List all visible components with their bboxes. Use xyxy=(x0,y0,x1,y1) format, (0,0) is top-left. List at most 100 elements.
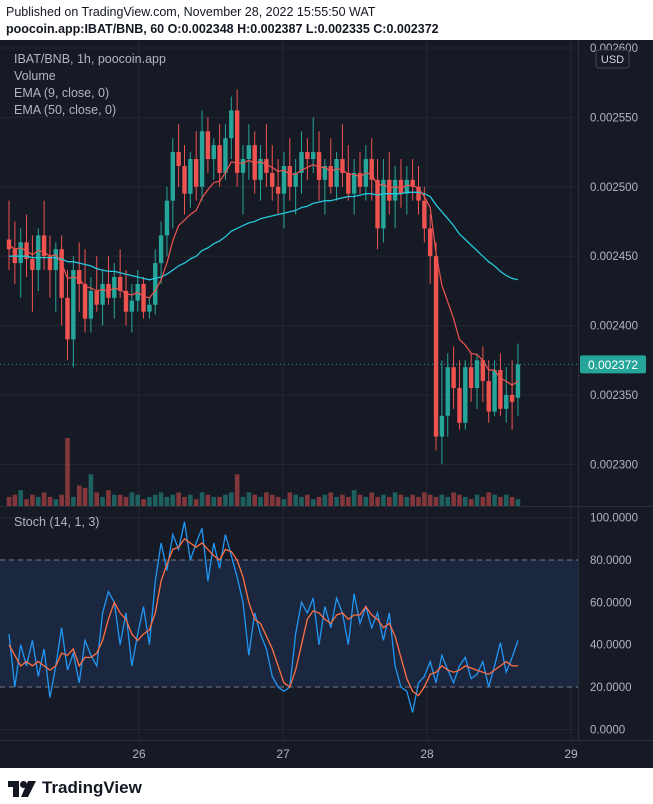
candle-body xyxy=(176,152,181,166)
volume-bar xyxy=(205,494,211,506)
volume-bar xyxy=(88,474,94,506)
volume-bar xyxy=(357,494,363,506)
candle-body xyxy=(223,138,228,173)
candle-body xyxy=(123,290,129,312)
candle-body xyxy=(59,249,64,298)
legend-volume: Volume xyxy=(14,69,56,83)
volume-bar xyxy=(76,485,82,506)
volume-bar xyxy=(152,494,158,506)
stoch-tick-label: 20.0000 xyxy=(590,682,632,694)
price-tick-label: 0.002350 xyxy=(590,390,638,402)
volume-bar xyxy=(305,494,310,506)
candle-body xyxy=(340,159,345,173)
candle-body xyxy=(486,381,491,412)
stoch-tick-label: 100.0000 xyxy=(590,513,638,525)
candle-body xyxy=(188,159,193,194)
volume-bar xyxy=(299,496,304,506)
candle-body xyxy=(158,235,164,264)
ema9-line xyxy=(8,159,519,387)
volume-bar xyxy=(340,494,345,506)
candle-body xyxy=(445,367,450,416)
candle-body xyxy=(439,415,445,437)
candle-body xyxy=(258,159,263,180)
volume-bar xyxy=(117,494,123,506)
candle-body xyxy=(53,249,58,271)
volume-bar xyxy=(281,499,287,506)
candle-body xyxy=(369,159,374,180)
volume-bar xyxy=(211,496,217,506)
volume-bar xyxy=(135,494,140,506)
volume-bar xyxy=(451,492,456,506)
candle-body xyxy=(82,283,88,319)
volume-bar xyxy=(316,496,322,506)
volume-bar xyxy=(363,496,369,506)
legend-stoch: Stoch (14, 1, 3) xyxy=(14,515,100,529)
candle-body xyxy=(18,242,23,264)
legend-ema9: EMA (9, close, 0) xyxy=(14,86,110,100)
candle-body xyxy=(240,159,246,173)
candle-body xyxy=(164,200,170,236)
candle-body xyxy=(65,297,70,340)
candle-body xyxy=(41,235,47,257)
candle-body xyxy=(433,256,439,437)
volume-bar xyxy=(486,492,491,506)
volume-bar xyxy=(182,496,187,506)
volume-bar xyxy=(386,496,392,506)
candle-body xyxy=(141,283,146,312)
candle-body xyxy=(129,300,135,312)
volume-bar xyxy=(199,492,205,506)
volume-bar xyxy=(229,492,234,506)
tradingview-logo[interactable]: TradingView xyxy=(8,777,142,799)
volume-bar xyxy=(252,494,257,506)
volume-bar xyxy=(158,492,164,506)
candle-body xyxy=(504,394,509,409)
candle-body xyxy=(275,186,281,194)
candle-body xyxy=(147,304,152,312)
symbol-ohlc-line: poocoin.app:IBAT/BNB, 60 O:0.002348 H:0.… xyxy=(6,22,439,36)
volume-bar xyxy=(498,496,503,506)
candle-body xyxy=(451,367,456,389)
volume-bar xyxy=(269,494,275,506)
volume-bar xyxy=(53,499,59,506)
candle-body xyxy=(6,239,12,250)
volume-bar xyxy=(492,494,497,506)
stoch-k-line xyxy=(8,521,519,713)
volume-bar xyxy=(176,492,181,506)
price-tick-label: 0.002550 xyxy=(590,112,638,124)
candle-body xyxy=(281,165,287,194)
chart-svg[interactable]: 0.002300 0.002350 0.002400 0.002450 0.002500… xyxy=(0,40,653,768)
volume-bar xyxy=(369,492,374,506)
candle-body xyxy=(322,165,328,180)
volume-bar xyxy=(322,494,328,506)
volume-bar xyxy=(35,496,41,506)
currency-button-label: USD xyxy=(601,54,624,66)
candle-body xyxy=(334,159,339,187)
stoch-tick-label: 0.0000 xyxy=(590,724,625,736)
candle-body xyxy=(351,172,357,194)
volume-bar xyxy=(188,494,193,506)
tradingview-logo-icon xyxy=(8,781,36,797)
volume-bar xyxy=(457,494,462,506)
candle-body xyxy=(234,110,240,173)
last-price-badge xyxy=(580,355,646,374)
volume-bar xyxy=(223,494,228,506)
volume-bar xyxy=(147,496,152,506)
candle-body xyxy=(398,179,404,194)
price-tick-label: 0.002300 xyxy=(590,459,638,471)
candle-body xyxy=(316,152,322,180)
volume-bar xyxy=(416,496,421,506)
time-tick-label: 26 xyxy=(132,747,146,761)
candle-body xyxy=(217,145,222,173)
volume-bar xyxy=(246,492,252,506)
candle-body xyxy=(474,360,480,389)
candle-body xyxy=(305,152,310,160)
volume-bar xyxy=(164,496,170,506)
volume-bar xyxy=(310,499,316,506)
volume-bar xyxy=(381,494,386,506)
volume-bar xyxy=(264,492,269,506)
candle-body xyxy=(387,179,392,201)
chart-area[interactable]: 0.002300 0.002350 0.002400 0.002450 0.002500… xyxy=(0,40,653,768)
volume-bar xyxy=(404,496,410,506)
currency-button[interactable]: USD xyxy=(595,49,630,69)
volume-bar xyxy=(129,492,135,506)
